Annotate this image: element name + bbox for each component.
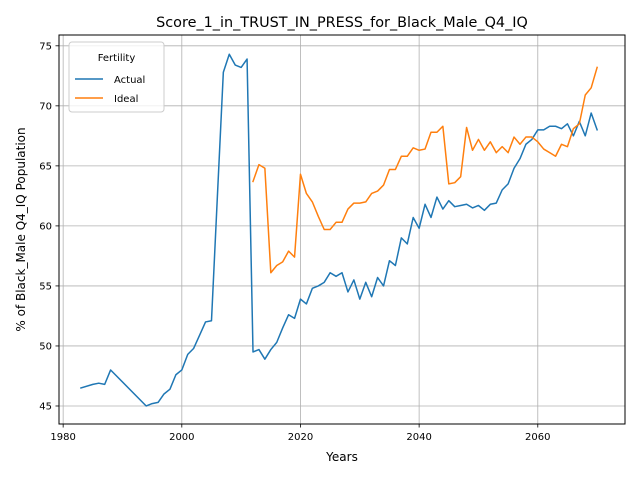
series-layer <box>80 53 599 407</box>
legend-title: Fertility <box>98 53 136 64</box>
chart-title: Score_1_in_TRUST_IN_PRESS_for_Black_Male… <box>156 15 528 31</box>
x-tick-label: 2000 <box>169 432 194 443</box>
plot-frame <box>58 34 626 425</box>
x-axis-label: Years <box>325 450 358 464</box>
legend-box <box>68 41 165 113</box>
y-tick-label: 45 <box>39 402 52 413</box>
gridlines <box>59 35 625 424</box>
axis-ticks: 1980 2000 2020 2040 2060 45 50 55 60 65 70 75 <box>39 41 550 443</box>
x-tick-label: 1980 <box>50 432 75 443</box>
y-tick-label: 60 <box>39 221 52 232</box>
y-tick-label: 65 <box>39 161 52 172</box>
legend-label: Actual <box>114 75 145 86</box>
series-line-ideal <box>252 66 599 274</box>
y-axis-label: % of Black_Male Q4_IQ Population <box>14 127 28 331</box>
y-tick-label: 50 <box>39 342 52 353</box>
x-tick-label: 2060 <box>525 432 550 443</box>
x-tick-label: 2020 <box>288 432 313 443</box>
x-tick-label: 2040 <box>406 432 431 443</box>
y-tick-label: 55 <box>39 282 52 293</box>
series-line-actual <box>80 53 599 407</box>
y-tick-label: 70 <box>39 101 52 112</box>
legend: Fertility Actual Ideal <box>68 41 165 113</box>
y-tick-label: 75 <box>39 41 52 52</box>
legend-label: Ideal <box>114 94 138 105</box>
